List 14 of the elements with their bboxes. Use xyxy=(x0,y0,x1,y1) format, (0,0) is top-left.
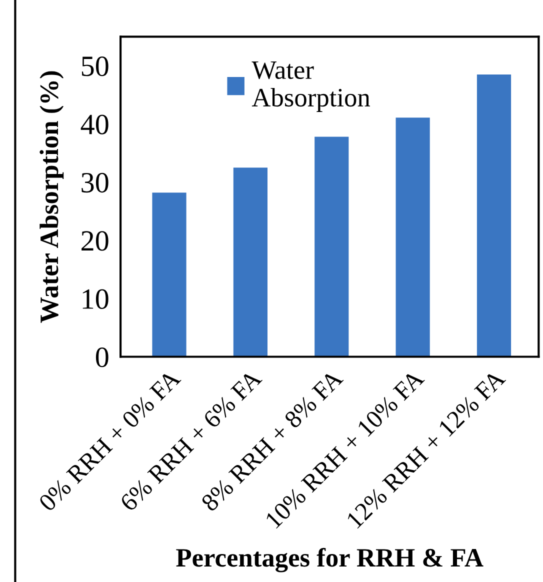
bar xyxy=(314,136,349,357)
bar xyxy=(233,168,268,357)
y-tick-label: 40 xyxy=(80,114,108,134)
bar xyxy=(396,118,430,357)
legend-label: Water Absorption xyxy=(252,61,370,112)
y-tick-label: 0 xyxy=(96,347,108,368)
x-axis-title: Percentages for RRH & FA xyxy=(176,548,484,572)
y-axis-title: Water Absorption (%) xyxy=(40,71,64,323)
bar xyxy=(476,74,512,357)
y-tick-label: 30 xyxy=(82,172,108,193)
y-tick-label: 20 xyxy=(82,231,108,251)
y-tick-label: 50 xyxy=(82,56,108,76)
y-tick-label: 10 xyxy=(82,289,108,309)
bar xyxy=(152,192,186,357)
